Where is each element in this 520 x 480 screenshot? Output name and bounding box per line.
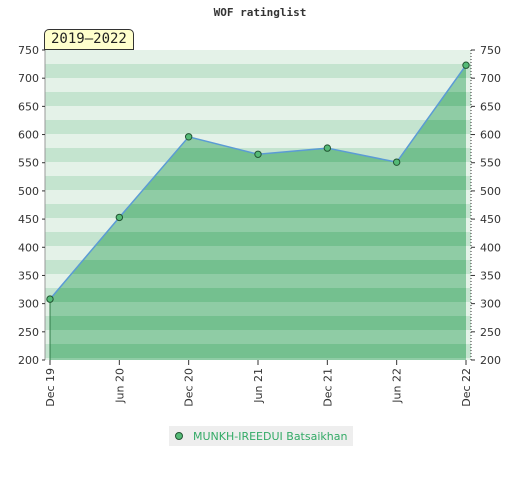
legend-series-label: MUNKH-IREEDUI Batsaikhan: [193, 429, 348, 443]
y-tick-label-left: 500: [18, 185, 39, 198]
background-band: [45, 106, 471, 120]
y-tick-label-left: 700: [18, 72, 39, 85]
y-tick-label-left: 750: [18, 44, 39, 57]
y-tick-label-left: 650: [18, 100, 39, 113]
y-tick-label-right: 750: [480, 44, 501, 57]
y-tick-label-right: 450: [480, 213, 501, 226]
fill-band: [50, 176, 466, 190]
x-tick-label: Jun 20: [113, 368, 126, 404]
fill-band: [50, 232, 466, 246]
y-tick-label-right: 650: [480, 100, 501, 113]
y-tick-label-left: 250: [18, 326, 39, 339]
x-tick-label: Dec 21: [321, 368, 334, 407]
date-range-tag: 2019–2022: [44, 29, 134, 50]
fill-band: [50, 246, 466, 260]
fill-band: [50, 190, 466, 204]
y-tick-label-left: 550: [18, 157, 39, 170]
y-tick-label-right: 600: [480, 129, 501, 142]
series-layer: [46, 61, 470, 360]
fill-band: [50, 204, 466, 218]
x-tick-label: Jun 21: [252, 368, 265, 404]
fill-band: [50, 288, 466, 302]
x-tick-label: Jun 22: [391, 368, 404, 404]
y-tick-label-left: 200: [18, 354, 39, 367]
y-tick-label-left: 350: [18, 269, 39, 282]
legend-marker-icon: [175, 432, 183, 440]
x-tick-label: Dec 19: [44, 368, 57, 407]
legend[interactable]: MUNKH-IREEDUI Batsaikhan: [169, 426, 353, 446]
x-tick-label: Dec 22: [460, 368, 473, 407]
y-tick-label-right: 400: [480, 241, 501, 254]
fill-band: [50, 274, 466, 288]
data-point: [462, 61, 470, 69]
y-tick-label-right: 250: [480, 326, 501, 339]
fill-band: [50, 358, 466, 360]
y-tick-label-right: 700: [480, 72, 501, 85]
fill-band: [50, 344, 466, 358]
data-point: [323, 144, 332, 152]
y-tick-label-right: 200: [480, 354, 501, 367]
fill-band: [50, 302, 466, 316]
y-tick-label-right: 550: [480, 157, 501, 170]
background-band: [45, 78, 471, 92]
y-tick-label-left: 300: [18, 298, 39, 311]
fill-band: [50, 316, 466, 330]
chart-title: WOF ratinglist: [213, 6, 307, 19]
axes: 200 200 250 250 300 300 350 350 400 400 450 450 500 5…: [18, 44, 501, 407]
data-point: [46, 295, 54, 303]
data-point: [184, 133, 193, 141]
background-band: [45, 50, 471, 64]
y-tick-label-left: 400: [18, 241, 39, 254]
data-point: [115, 213, 124, 222]
background-band: [45, 92, 471, 106]
background-band: [45, 120, 471, 134]
x-tick-label: Dec 20: [183, 368, 196, 407]
fill-band: [50, 218, 466, 232]
y-tick-label-left: 450: [18, 213, 39, 226]
fill-band: [50, 330, 466, 344]
fill-band: [50, 260, 466, 274]
y-tick-label-left: 600: [18, 129, 39, 142]
y-tick-label-right: 300: [480, 298, 501, 311]
y-tick-label-right: 350: [480, 269, 501, 282]
data-point: [392, 158, 401, 166]
background-band: [45, 134, 471, 148]
data-point: [254, 150, 262, 158]
background-band: [45, 64, 471, 78]
y-tick-label-right: 500: [480, 185, 501, 198]
